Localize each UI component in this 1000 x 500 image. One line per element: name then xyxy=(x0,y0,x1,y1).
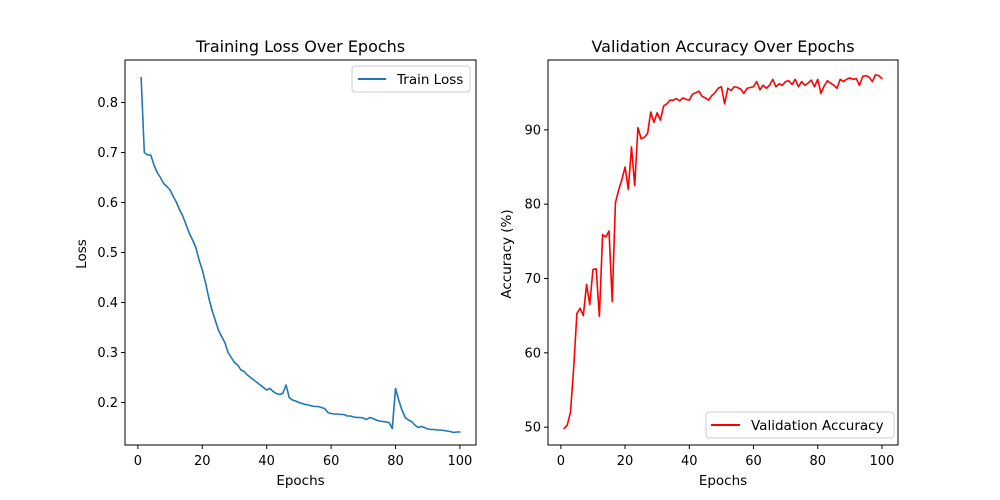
y-tick-label: 0.8 xyxy=(97,96,118,111)
plot-area xyxy=(140,76,461,434)
chart-title: Validation Accuracy Over Epochs xyxy=(591,37,854,56)
y-tick-label: 90 xyxy=(524,123,541,138)
x-tick-label: 60 xyxy=(323,454,340,469)
y-axis-label: Loss xyxy=(74,239,90,269)
x-tick-label: 80 xyxy=(809,454,826,469)
x-tick-label: 40 xyxy=(258,454,275,469)
y-tick-label: 0.6 xyxy=(97,196,118,211)
validation-accuracy-chart: Validation Accuracy Over Epochs Epochs A… xyxy=(499,37,899,489)
axes-frame xyxy=(547,59,899,446)
y-tick-label: 0.7 xyxy=(97,146,118,161)
y-tick-label: 60 xyxy=(524,346,541,361)
legend: Validation Accuracy xyxy=(705,411,895,439)
y-tick-label: 0.2 xyxy=(97,396,118,411)
x-axis-label: Epochs xyxy=(699,473,747,489)
ticks: 0 20 40 60 80 100 50 60 70 80 90 xyxy=(524,59,899,469)
x-tick-label: 0 xyxy=(557,454,565,469)
x-tick-label: 20 xyxy=(617,454,634,469)
y-tick-label: 0.3 xyxy=(97,346,118,361)
y-tick-label: 80 xyxy=(524,198,541,213)
series-line xyxy=(140,76,461,434)
y-tick-label: 70 xyxy=(524,272,541,287)
x-tick-label: 40 xyxy=(681,454,698,469)
x-tick-label: 0 xyxy=(134,454,142,469)
x-tick-label: 60 xyxy=(745,454,762,469)
legend-label: Train Loss xyxy=(396,72,463,88)
legend-box xyxy=(705,411,895,439)
x-tick-label: 20 xyxy=(194,454,211,469)
x-axis-label: Epochs xyxy=(276,473,324,489)
series-line xyxy=(563,74,883,430)
x-tick-label: 100 xyxy=(447,454,472,469)
chart-title: Training Loss Over Epochs xyxy=(195,37,405,56)
y-axis-label: Accuracy (%) xyxy=(499,209,515,298)
y-tick-label: 50 xyxy=(524,421,541,436)
x-tick-label: 80 xyxy=(387,454,404,469)
x-tick-label: 100 xyxy=(870,454,895,469)
plot-area xyxy=(563,74,883,430)
training-loss-chart: Training Loss Over Epochs Epochs Loss 0 2… xyxy=(74,37,477,489)
legend-label: Validation Accuracy xyxy=(751,418,884,434)
legend-box xyxy=(351,65,471,93)
ticks: 0 20 40 60 80 100 0.2 0.3 0.4 0.5 0.6 0.7 0.8 xyxy=(97,59,477,469)
legend: Train Loss xyxy=(351,65,471,93)
y-tick-label: 0.5 xyxy=(97,246,118,261)
y-tick-label: 0.4 xyxy=(97,296,118,311)
